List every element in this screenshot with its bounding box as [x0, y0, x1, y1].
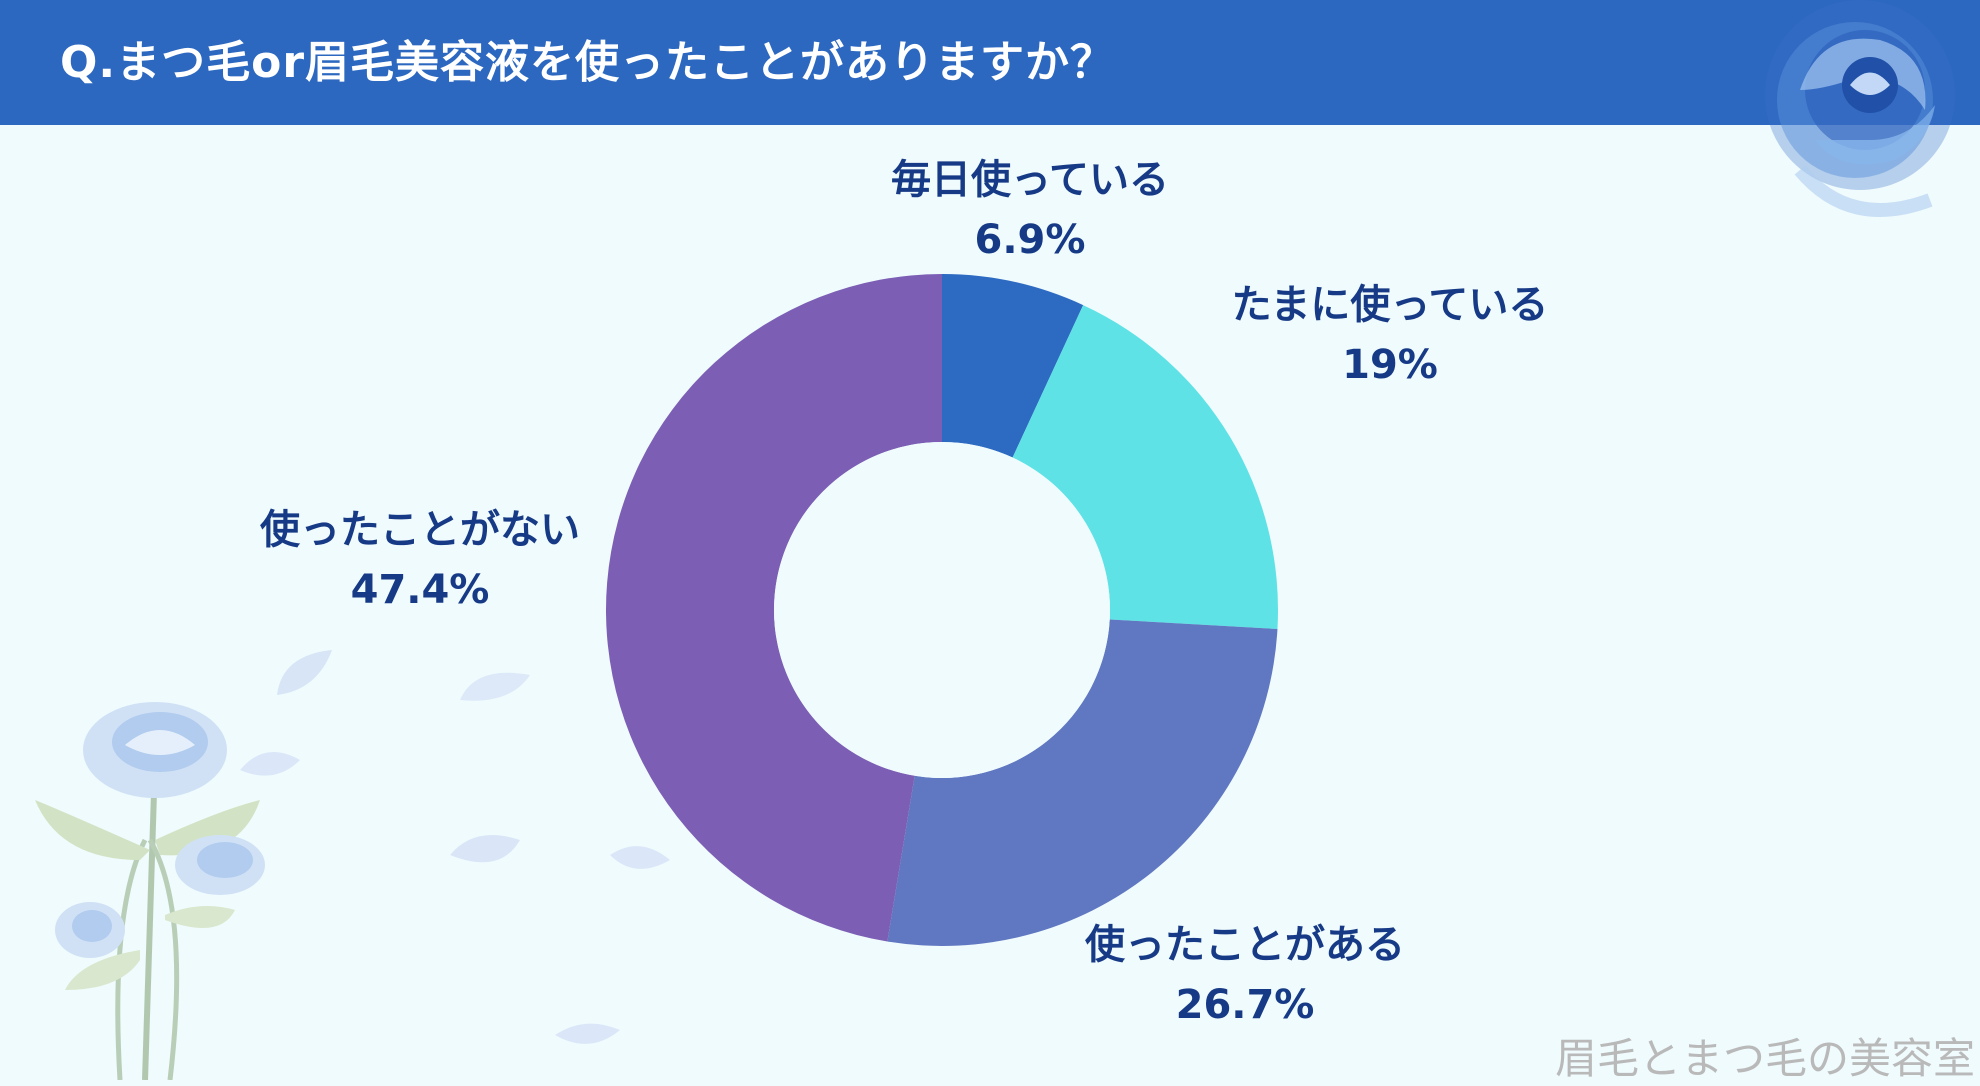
- slice-have-used: [887, 619, 1278, 947]
- petal-icon: [610, 846, 670, 869]
- donut-hole: [774, 442, 1110, 778]
- petal-icon: [277, 650, 332, 695]
- label-sometimes-value: 19%: [1342, 342, 1438, 388]
- label-sometimes-category: たまに使っている: [1231, 282, 1549, 328]
- label-have-used: 使ったことがある 26.7%: [1055, 915, 1435, 1035]
- petal-icon: [555, 1023, 620, 1044]
- slice-sometimes: [1012, 305, 1278, 629]
- label-daily-category: 毎日使っている: [891, 157, 1169, 203]
- label-have-used-category: 使ったことがある: [1085, 922, 1405, 968]
- label-never-used-value: 47.4%: [350, 567, 490, 613]
- page-title: Q.まつ毛or眉毛美容液を使ったことがありますか？: [60, 37, 1116, 88]
- petal-icon: [450, 835, 520, 863]
- watermark: 眉毛とまつ毛の美容室: [1554, 1034, 1975, 1083]
- header-bar: Q.まつ毛or眉毛美容液を使ったことがありますか？: [0, 0, 1980, 125]
- slice-never-used: [605, 274, 942, 942]
- petal-icon: [460, 672, 530, 701]
- label-daily: 毎日使っている 6.9%: [860, 150, 1200, 270]
- label-never-used-category: 使ったことがない: [260, 507, 580, 553]
- slice-daily: [942, 274, 1084, 458]
- blue-rose-bouquet-icon: [35, 702, 265, 1080]
- label-daily-value: 6.9%: [974, 217, 1086, 263]
- petal-icon: [240, 752, 300, 776]
- blue-rose-icon: [1765, 0, 1955, 217]
- label-sometimes: たまに使っている 19%: [1200, 275, 1580, 395]
- label-have-used-value: 26.7%: [1175, 982, 1315, 1028]
- label-never-used: 使ったことがない 47.4%: [230, 500, 610, 620]
